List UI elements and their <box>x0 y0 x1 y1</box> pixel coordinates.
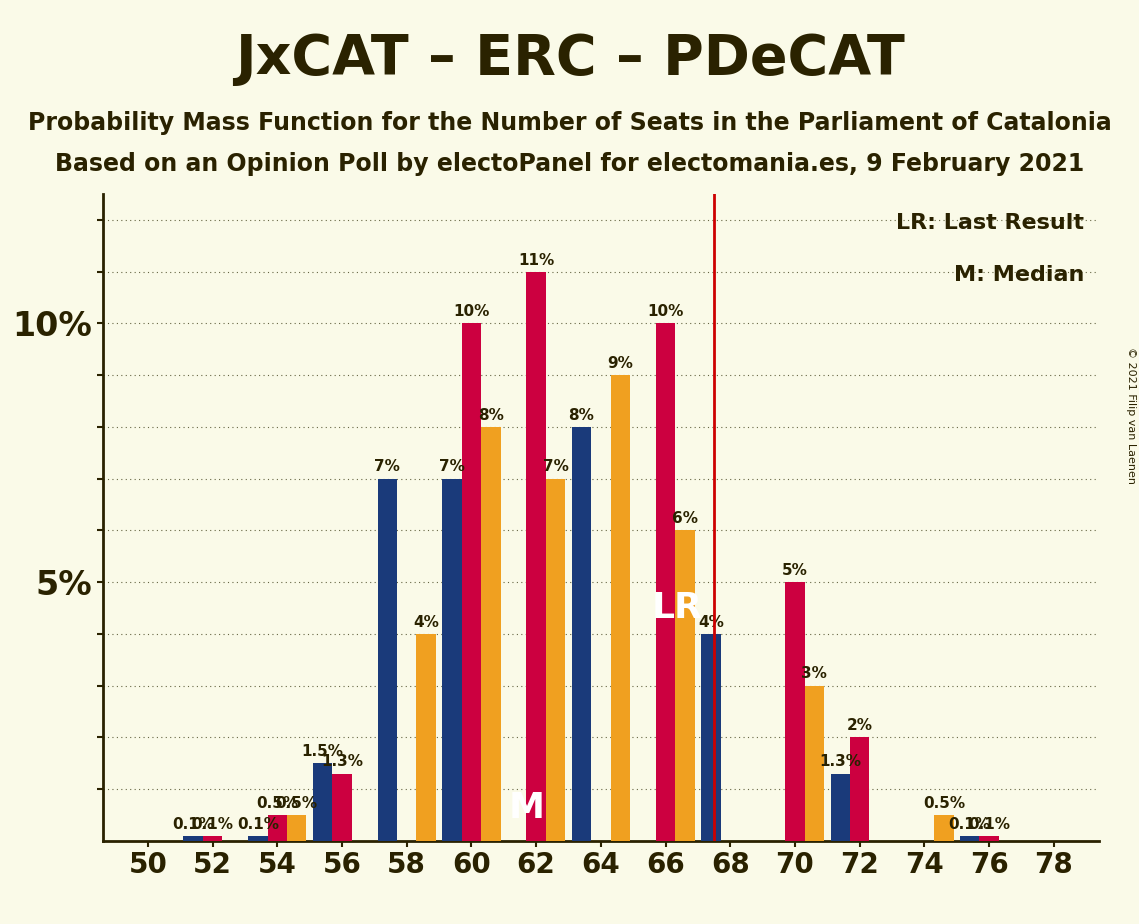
Bar <box>268 815 287 841</box>
Bar <box>546 479 565 841</box>
Text: 5%: 5% <box>782 563 808 578</box>
Text: 4%: 4% <box>698 614 723 630</box>
Text: 10%: 10% <box>453 304 490 320</box>
Text: 0.1%: 0.1% <box>237 817 279 832</box>
Bar <box>980 835 999 841</box>
Bar <box>611 375 630 841</box>
Bar <box>675 530 695 841</box>
Bar <box>960 835 980 841</box>
Text: 8%: 8% <box>478 407 503 423</box>
Text: 0.1%: 0.1% <box>949 817 991 832</box>
Text: 2%: 2% <box>846 718 872 734</box>
Text: 8%: 8% <box>568 407 595 423</box>
Bar <box>442 479 461 841</box>
Text: Probability Mass Function for the Number of Seats in the Parliament of Catalonia: Probability Mass Function for the Number… <box>27 111 1112 135</box>
Text: LR: Last Result: LR: Last Result <box>896 213 1084 234</box>
Text: 0.1%: 0.1% <box>968 817 1010 832</box>
Bar <box>377 479 398 841</box>
Text: 0.5%: 0.5% <box>923 796 965 811</box>
Bar <box>183 835 203 841</box>
Text: Based on an Opinion Poll by electoPanel for electomania.es, 9 February 2021: Based on an Opinion Poll by electoPanel … <box>55 152 1084 176</box>
Text: 1.5%: 1.5% <box>302 744 344 760</box>
Bar <box>333 773 352 841</box>
Bar <box>785 582 804 841</box>
Bar <box>526 272 546 841</box>
Bar <box>203 835 222 841</box>
Bar <box>830 773 850 841</box>
Bar <box>572 427 591 841</box>
Text: 3%: 3% <box>802 666 827 682</box>
Text: 4%: 4% <box>413 614 439 630</box>
Text: 0.1%: 0.1% <box>191 817 233 832</box>
Bar <box>934 815 953 841</box>
Text: 0.1%: 0.1% <box>172 817 214 832</box>
Bar <box>656 323 675 841</box>
Text: 1.3%: 1.3% <box>819 754 861 770</box>
Text: 9%: 9% <box>607 356 633 371</box>
Text: 0.5%: 0.5% <box>256 796 298 811</box>
Text: M: M <box>508 791 544 825</box>
Text: 11%: 11% <box>518 252 555 268</box>
Bar <box>481 427 500 841</box>
Text: 6%: 6% <box>672 511 698 527</box>
Text: 7%: 7% <box>375 459 400 475</box>
Bar <box>248 835 268 841</box>
Bar <box>702 634 721 841</box>
Bar <box>461 323 481 841</box>
Text: JxCAT – ERC – PDeCAT: JxCAT – ERC – PDeCAT <box>235 32 904 86</box>
Text: 7%: 7% <box>542 459 568 475</box>
Bar <box>850 737 869 841</box>
Text: 1.3%: 1.3% <box>321 754 363 770</box>
Text: M: Median: M: Median <box>953 265 1084 286</box>
Text: 10%: 10% <box>647 304 683 320</box>
Bar <box>804 686 825 841</box>
Bar <box>417 634 436 841</box>
Bar <box>313 763 333 841</box>
Bar <box>287 815 306 841</box>
Text: 7%: 7% <box>439 459 465 475</box>
Text: LR: LR <box>652 591 703 625</box>
Text: 0.5%: 0.5% <box>276 796 318 811</box>
Text: © 2021 Filip van Laenen: © 2021 Filip van Laenen <box>1126 347 1136 484</box>
